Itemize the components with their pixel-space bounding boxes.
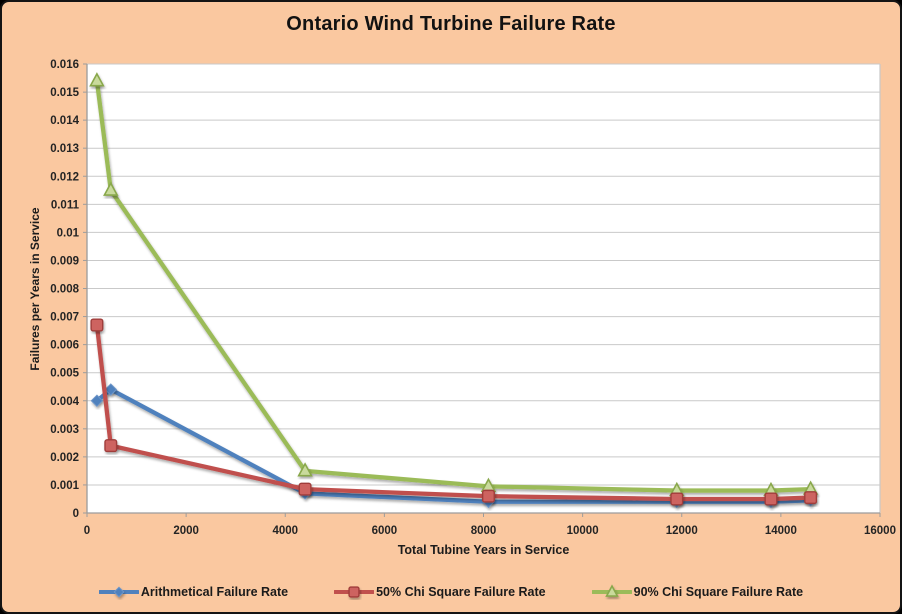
- y-tick-label: 0.009: [50, 255, 79, 267]
- x-tick-label: 14000: [765, 525, 797, 537]
- x-tick-label: 16000: [864, 525, 896, 537]
- legend-marker-icon: [98, 586, 139, 598]
- x-tick-label: 10000: [567, 525, 599, 537]
- square-marker-icon: [104, 439, 118, 453]
- x-axis-title: Total Tubine Years in Service: [397, 543, 570, 557]
- triangle-marker-icon: [297, 462, 313, 477]
- triangle-marker-icon: [604, 584, 619, 597]
- y-tick-label: 0.011: [51, 199, 80, 211]
- square-marker-icon: [670, 492, 684, 506]
- square-marker-icon: [804, 491, 818, 505]
- legend-marker-icon: [334, 586, 375, 598]
- legend-label: 50% Chi Square Failure Rate: [376, 585, 546, 599]
- diamond-marker-icon: [90, 394, 104, 408]
- y-tick-label: 0: [73, 508, 79, 520]
- y-tick-label: 0.002: [50, 452, 79, 464]
- y-tick-label: 0.006: [50, 340, 79, 352]
- x-tick-label: 12000: [666, 525, 698, 537]
- y-tick-label: 0.005: [50, 368, 79, 380]
- x-tick-label: 4000: [272, 525, 298, 537]
- y-tick-label: 0.012: [50, 171, 79, 183]
- y-tick-label: 0.016: [50, 59, 79, 71]
- x-tick-label: 2000: [173, 525, 199, 537]
- square-marker-icon: [298, 482, 312, 496]
- y-tick-label: 0.008: [50, 284, 79, 296]
- x-tick-label: 8000: [471, 525, 497, 537]
- y-tick-label: 0.013: [50, 143, 79, 155]
- legend-item: 50% Chi Square Failure Rate: [334, 584, 546, 600]
- square-marker-icon: [764, 492, 778, 506]
- x-tick-label: 0: [84, 525, 90, 537]
- legend-marker-icon: [591, 584, 632, 597]
- square-marker-icon: [90, 318, 104, 332]
- triangle-marker-icon: [89, 72, 105, 87]
- y-tick-label: 0.015: [50, 87, 79, 99]
- y-tick-label: 0.01: [57, 227, 80, 239]
- y-tick-label: 0.014: [50, 115, 79, 127]
- y-tick-label: 0.007: [50, 312, 79, 324]
- legend-label: 90% Chi Square Failure Rate: [633, 585, 804, 599]
- square-marker-icon: [348, 586, 360, 598]
- y-tick-label: 0.004: [50, 396, 79, 408]
- square-marker-icon: [481, 489, 495, 503]
- triangle-marker-icon: [103, 181, 119, 196]
- chart-title: Ontario Wind Turbine Failure Rate: [286, 13, 616, 35]
- y-tick-label: 0.003: [50, 424, 79, 436]
- legend-item: 90% Chi Square Failure Rate: [591, 584, 804, 600]
- chart-legend: Arithmetical Failure Rate 50% Chi Square …: [2, 580, 900, 604]
- legend-label: Arithmetical Failure Rate: [140, 585, 289, 599]
- x-tick-label: 6000: [372, 525, 398, 537]
- diamond-marker-icon: [104, 383, 118, 396]
- diamond-marker-icon: [113, 586, 125, 598]
- legend-item: Arithmetical Failure Rate: [98, 584, 289, 600]
- y-tick-label: 0.001: [50, 480, 79, 492]
